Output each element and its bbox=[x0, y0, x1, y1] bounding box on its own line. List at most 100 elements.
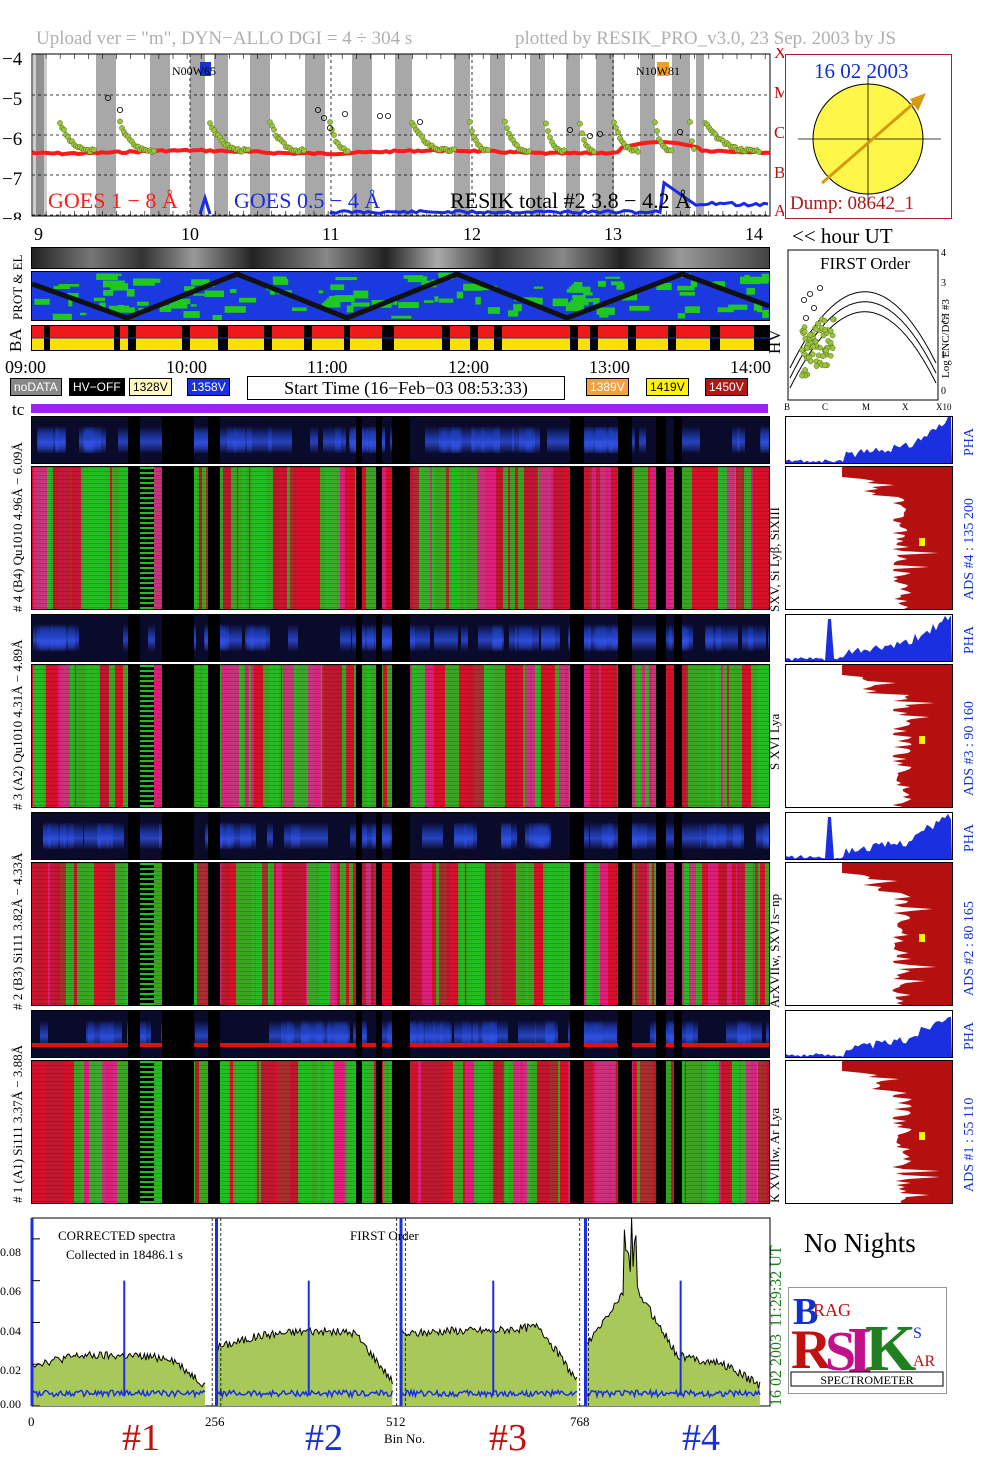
goes-class-letter: C bbox=[774, 123, 784, 142]
first-order-point bbox=[821, 362, 828, 369]
resik-point bbox=[245, 146, 251, 153]
spectrum-histogram bbox=[785, 862, 953, 1006]
ba-label: BA bbox=[6, 328, 25, 352]
corr-xtick-0: 0 bbox=[28, 1414, 35, 1429]
spectrum-histogram bbox=[785, 1060, 953, 1204]
first-order-point bbox=[813, 326, 820, 333]
resik-point bbox=[327, 119, 333, 125]
night-band bbox=[190, 54, 205, 216]
corr-xlabel: Bin No. bbox=[384, 1431, 426, 1446]
proton-strip bbox=[31, 271, 770, 321]
spec2-lines: ArXVIIw, SXV1s−np bbox=[767, 893, 782, 1008]
resik-point bbox=[271, 126, 277, 133]
prot-el-label: PROT & EL bbox=[10, 254, 25, 321]
channel-4-label: #4 bbox=[682, 1417, 720, 1459]
status-time-1300: 13:00 bbox=[589, 357, 631, 377]
resik-point bbox=[451, 146, 457, 153]
resik-point bbox=[613, 124, 619, 131]
sun-disk-panel: 16 02 2003 Dump: 08642_1 bbox=[785, 54, 952, 219]
resik-point bbox=[545, 128, 551, 134]
fo-xtick-x10: X10 bbox=[936, 402, 952, 412]
resik-outlier bbox=[587, 133, 594, 140]
pha3-label: PHA bbox=[962, 625, 977, 654]
legend-nodata: noDATA bbox=[10, 378, 62, 396]
goes-xtick-9: 9 bbox=[34, 224, 43, 244]
status-time-1000: 10:00 bbox=[166, 357, 208, 377]
corrected-line-1 bbox=[31, 1350, 206, 1388]
corrected-line2: Collected in 18486.1 s bbox=[66, 1247, 183, 1262]
noaa-marker-blue bbox=[200, 62, 211, 76]
corrected-fill-4 bbox=[585, 1218, 760, 1406]
resik-point bbox=[654, 128, 660, 134]
first-order-point bbox=[829, 345, 836, 351]
first-order-point bbox=[827, 339, 834, 346]
first-order-panel: FIRST Order 4 3 2 1 0 Log ENC/DGI #3 B C… bbox=[784, 248, 952, 412]
legend-1328v: 1328V bbox=[129, 378, 172, 396]
goes-xtick-10: 10 bbox=[181, 224, 199, 244]
goes-ytick: −6 bbox=[2, 129, 22, 150]
first-order-point bbox=[799, 347, 806, 353]
goes-class-letter: X bbox=[774, 48, 784, 62]
night-band bbox=[395, 54, 412, 216]
pha-strip bbox=[31, 812, 770, 860]
night-band bbox=[454, 54, 470, 216]
channel-2-label: #2 bbox=[305, 1417, 343, 1459]
resik-outlier bbox=[117, 107, 124, 114]
pha-strip bbox=[31, 1010, 770, 1058]
legend-goes054: GOES 0.5 − 4 Å bbox=[234, 188, 380, 213]
pha4-label: PHA bbox=[962, 427, 977, 456]
resik-point bbox=[467, 119, 473, 125]
corr-ytick-004: 0.04 bbox=[0, 1324, 21, 1338]
corrected-baseline-3 bbox=[400, 1387, 578, 1399]
ads4-label: ADS #4 : 135 200 bbox=[962, 498, 977, 600]
first-order-point bbox=[807, 331, 813, 338]
corr-xtick-512: 512 bbox=[386, 1414, 406, 1429]
resik-point bbox=[117, 118, 123, 125]
resik-point bbox=[689, 138, 695, 145]
resik-point bbox=[712, 130, 718, 137]
corrected-line-4 bbox=[585, 1218, 761, 1389]
hour-ut-label: << hour UT bbox=[792, 224, 893, 248]
spectrogram-strip bbox=[31, 862, 770, 1006]
corrected-line-2 bbox=[216, 1326, 393, 1385]
corr-xtick-768: 768 bbox=[570, 1414, 590, 1429]
corrected-line-3 bbox=[400, 1322, 578, 1381]
corrected-baseline-4 bbox=[585, 1387, 761, 1400]
spec3-lines: S XVI Lya bbox=[767, 713, 782, 770]
corr-xtick-256: 256 bbox=[205, 1414, 225, 1429]
resik-point bbox=[615, 129, 621, 136]
svg-text:AR: AR bbox=[913, 1353, 936, 1370]
channel-3-label: #3 bbox=[489, 1417, 527, 1459]
corr-ytick-008: 0.08 bbox=[0, 1245, 21, 1259]
svg-text:RAG: RAG bbox=[813, 1300, 851, 1320]
goes-class-letter: B bbox=[774, 163, 784, 182]
fo-ylabel: Log ENC/DGI #3 bbox=[940, 299, 952, 378]
resik-point bbox=[91, 146, 97, 153]
pha-histogram bbox=[785, 416, 953, 464]
status-time-0900: 09:00 bbox=[5, 357, 47, 377]
status-time-1400: 14:00 bbox=[730, 357, 772, 377]
first-order-point bbox=[804, 345, 810, 351]
goes-ytick: −4 bbox=[2, 49, 23, 70]
spec3-label: # 3 (A2) Qu1010 4.31Å − 4.89Å bbox=[10, 639, 25, 810]
night-band bbox=[640, 54, 655, 216]
first-order-point bbox=[802, 335, 809, 342]
spec1-lines: K XVIIIw, Ar Lya bbox=[767, 1107, 782, 1203]
plotted-by-header: plotted by RESIK_PRO_v3.0, 23 Sep. 2003 … bbox=[515, 28, 897, 49]
dump-label: Dump: 08642_1 bbox=[790, 193, 915, 214]
corrected-spectra-chart: CORRECTED spectra Collected in 18486.1 s… bbox=[30, 1217, 771, 1407]
resik-outlier bbox=[677, 129, 684, 136]
goes-ytick: −7 bbox=[2, 169, 22, 190]
no-nights-label: No Nights bbox=[804, 1228, 916, 1258]
corrected-line1: CORRECTED spectra bbox=[58, 1228, 176, 1243]
sun-date: 16 02 2003 bbox=[814, 59, 909, 83]
resik-point bbox=[668, 147, 674, 154]
resik-outlier bbox=[384, 113, 391, 120]
spectrogram-strip bbox=[31, 664, 770, 808]
first-order-point bbox=[807, 358, 814, 365]
first-order-point bbox=[799, 372, 805, 379]
resik-point bbox=[577, 120, 583, 127]
fo-ytick-0: 0 bbox=[941, 386, 946, 397]
svg-text:B: B bbox=[793, 1291, 818, 1333]
resik-point bbox=[57, 120, 63, 126]
